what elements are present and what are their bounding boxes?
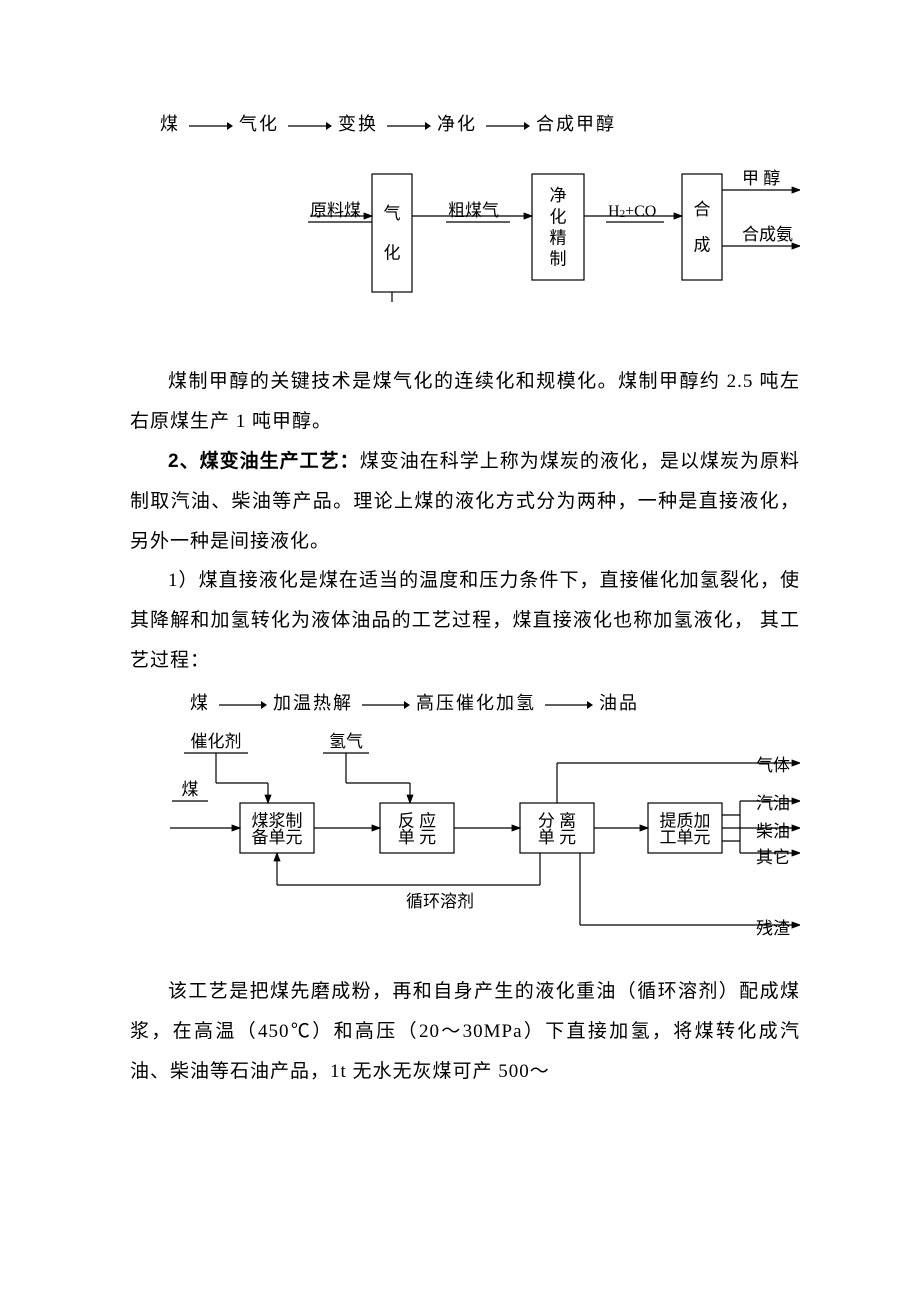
arrow-icon bbox=[217, 699, 267, 711]
svg-text:柴油: 柴油 bbox=[756, 822, 790, 841]
para2-heading: 2、煤变油生产工艺： bbox=[168, 451, 360, 472]
flow1-step-1: 气化 bbox=[239, 114, 279, 134]
svg-text:气: 气 bbox=[384, 204, 401, 223]
paragraph-1: 煤制甲醇的关键技术是煤气化的连续化和规模化。煤制甲醇约 2.5 吨左右原煤生产 … bbox=[130, 362, 800, 442]
svg-text:氢气: 氢气 bbox=[329, 732, 363, 751]
flow2-step-2: 高压催化加氢 bbox=[416, 693, 536, 713]
arrow-icon bbox=[360, 699, 410, 711]
svg-text:化: 化 bbox=[550, 207, 567, 226]
arrow-icon bbox=[385, 120, 431, 132]
svg-text:净: 净 bbox=[550, 186, 567, 205]
svg-text:制: 制 bbox=[550, 250, 567, 269]
svg-text:汽油: 汽油 bbox=[756, 794, 790, 813]
flow2-step-0: 煤 bbox=[190, 693, 210, 713]
paragraph-3: 1）煤直接液化是煤在适当的温度和压力条件下，直接催化加氢裂化，使其降解和加氢转化… bbox=[130, 561, 800, 681]
svg-text:粗煤气: 粗煤气 bbox=[448, 201, 499, 220]
svg-text:甲 醇: 甲 醇 bbox=[742, 169, 780, 188]
arrow-icon bbox=[187, 120, 233, 132]
flow1-step-2: 变换 bbox=[338, 114, 378, 134]
flow2-step-1: 加温热解 bbox=[273, 693, 353, 713]
svg-text:化: 化 bbox=[384, 244, 401, 263]
flow-line-2: 煤 加温热解 高压催化加氢 油品 bbox=[190, 689, 800, 715]
flow2-step-3: 油品 bbox=[599, 693, 639, 713]
paragraph-2: 2、煤变油生产工艺：煤变油在科学上称为煤炭的液化，是以煤炭为原料制取汽油、柴油等… bbox=[130, 442, 800, 562]
svg-text:合: 合 bbox=[694, 200, 711, 219]
svg-text:成: 成 bbox=[694, 236, 711, 255]
svg-text:其它: 其它 bbox=[756, 848, 790, 867]
svg-text:单 元: 单 元 bbox=[398, 828, 436, 847]
arrow-icon bbox=[484, 120, 530, 132]
svg-text:残渣: 残渣 bbox=[756, 919, 790, 938]
methanol-process-diagram: 气化净化精制合成原料煤粗煤气H2+CO甲 醇合成氨 bbox=[280, 154, 800, 324]
liquefaction-process-diagram: 煤浆制备单元反 应单 元分 离单 元提质加工单元催化剂氢气煤气体汽油柴油其它残渣… bbox=[140, 725, 800, 950]
arrow-icon bbox=[286, 120, 332, 132]
arrow-icon bbox=[543, 699, 593, 711]
svg-text:气体: 气体 bbox=[756, 756, 790, 775]
svg-text:单 元: 单 元 bbox=[538, 828, 576, 847]
svg-text:原料煤: 原料煤 bbox=[310, 201, 361, 220]
svg-text:精: 精 bbox=[550, 229, 567, 248]
svg-text:工单元: 工单元 bbox=[660, 828, 711, 847]
flow1-step-3: 净化 bbox=[437, 114, 477, 134]
svg-text:循环溶剂: 循环溶剂 bbox=[406, 892, 474, 911]
svg-text:H2+CO: H2+CO bbox=[608, 203, 656, 221]
paragraph-4: 该工艺是把煤先磨成粉，再和自身产生的液化重油（循环溶剂）配成煤浆，在高温（450… bbox=[130, 972, 800, 1092]
svg-text:合成氨: 合成氨 bbox=[742, 225, 793, 244]
svg-text:备单元: 备单元 bbox=[252, 828, 303, 847]
flow-line-1: 煤 气化 变换 净化 合成甲醇 bbox=[160, 110, 800, 136]
flow1-step-4: 合成甲醇 bbox=[536, 114, 616, 134]
svg-text:煤: 煤 bbox=[182, 780, 199, 799]
flow1-step-0: 煤 bbox=[160, 114, 180, 134]
svg-text:催化剂: 催化剂 bbox=[191, 732, 242, 751]
